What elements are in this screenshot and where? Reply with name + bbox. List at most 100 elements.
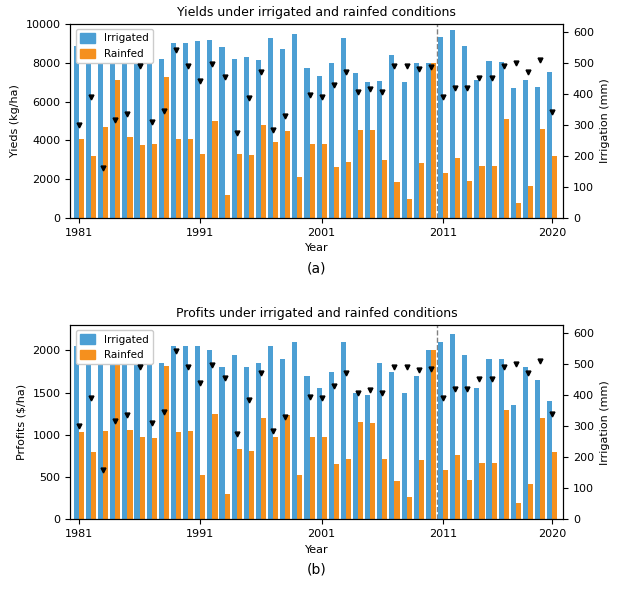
Bar xyxy=(122,342,127,519)
Bar xyxy=(322,438,327,519)
Bar xyxy=(492,166,497,218)
Bar xyxy=(225,494,230,519)
Bar xyxy=(426,63,431,218)
Bar xyxy=(365,82,370,218)
Bar xyxy=(358,422,363,519)
Bar xyxy=(74,46,79,218)
Bar xyxy=(188,139,193,218)
Bar xyxy=(305,376,310,519)
Bar xyxy=(232,355,237,519)
Bar xyxy=(207,350,212,519)
Bar xyxy=(147,51,152,218)
Bar xyxy=(261,125,266,218)
Bar xyxy=(406,497,412,519)
Bar xyxy=(365,395,370,519)
Bar xyxy=(353,393,358,519)
Bar xyxy=(305,67,310,218)
Bar xyxy=(127,137,132,218)
Bar xyxy=(474,80,479,218)
Bar xyxy=(159,363,164,519)
Bar xyxy=(540,418,545,519)
Bar xyxy=(462,46,467,218)
Bar xyxy=(346,458,351,519)
Bar xyxy=(346,162,351,218)
Bar xyxy=(268,346,273,519)
Bar xyxy=(152,144,157,218)
Bar xyxy=(334,167,339,218)
Bar xyxy=(86,57,91,218)
Bar xyxy=(389,371,394,519)
Bar xyxy=(547,72,552,218)
Bar xyxy=(280,49,285,218)
Bar xyxy=(103,430,108,519)
Bar xyxy=(329,371,334,519)
Bar xyxy=(292,342,298,519)
Bar xyxy=(486,359,492,519)
X-axis label: Year: Year xyxy=(305,544,328,555)
Bar xyxy=(547,401,552,519)
Bar xyxy=(298,475,303,519)
Text: (b): (b) xyxy=(307,563,326,577)
Bar xyxy=(310,438,315,519)
Title: Profits under irrigated and rainfed conditions: Profits under irrigated and rainfed cond… xyxy=(176,307,458,320)
Bar xyxy=(195,41,200,218)
Bar xyxy=(401,82,406,218)
Bar xyxy=(401,393,406,519)
Bar xyxy=(220,47,225,218)
Bar xyxy=(426,350,431,519)
Bar xyxy=(195,346,200,519)
Bar xyxy=(382,160,387,218)
Bar xyxy=(438,342,443,519)
Bar xyxy=(540,129,545,218)
Bar xyxy=(110,45,115,218)
Bar xyxy=(232,59,237,218)
Bar xyxy=(370,130,375,218)
Bar xyxy=(256,363,261,519)
Bar xyxy=(273,438,278,519)
Bar xyxy=(317,389,322,519)
X-axis label: Year: Year xyxy=(305,244,328,254)
Bar xyxy=(419,163,424,218)
Legend: Irrigated, Rainfed: Irrigated, Rainfed xyxy=(76,29,153,63)
Bar xyxy=(474,389,479,519)
Bar xyxy=(535,87,540,218)
Legend: Irrigated, Rainfed: Irrigated, Rainfed xyxy=(76,330,153,364)
Bar xyxy=(256,60,261,218)
Bar xyxy=(389,55,394,218)
Bar xyxy=(370,423,375,519)
Bar xyxy=(176,139,181,218)
Bar xyxy=(358,130,363,218)
Bar xyxy=(79,139,84,218)
Bar xyxy=(159,59,164,218)
Bar xyxy=(188,430,193,519)
Bar xyxy=(244,367,249,519)
Bar xyxy=(413,63,419,218)
Bar xyxy=(244,57,249,218)
Bar xyxy=(79,432,84,519)
Bar xyxy=(134,342,140,519)
Bar xyxy=(511,88,516,218)
Bar xyxy=(103,127,108,218)
Bar xyxy=(127,430,132,519)
Bar xyxy=(528,186,533,218)
Bar xyxy=(382,458,387,519)
Bar xyxy=(140,145,145,218)
Bar xyxy=(317,76,322,218)
Bar xyxy=(183,44,188,218)
Bar xyxy=(523,80,528,218)
Bar xyxy=(450,30,455,218)
Bar xyxy=(91,156,96,218)
Bar xyxy=(479,166,484,218)
Bar xyxy=(86,363,91,519)
Bar xyxy=(285,415,291,519)
Bar xyxy=(249,451,254,519)
Bar xyxy=(353,73,358,218)
Bar xyxy=(511,405,516,519)
Bar xyxy=(212,121,218,218)
Bar xyxy=(377,363,382,519)
Y-axis label: Irrigation (mm): Irrigation (mm) xyxy=(600,79,610,164)
Bar xyxy=(220,367,225,519)
Bar xyxy=(431,63,436,218)
Bar xyxy=(377,81,382,218)
Bar xyxy=(225,195,230,218)
